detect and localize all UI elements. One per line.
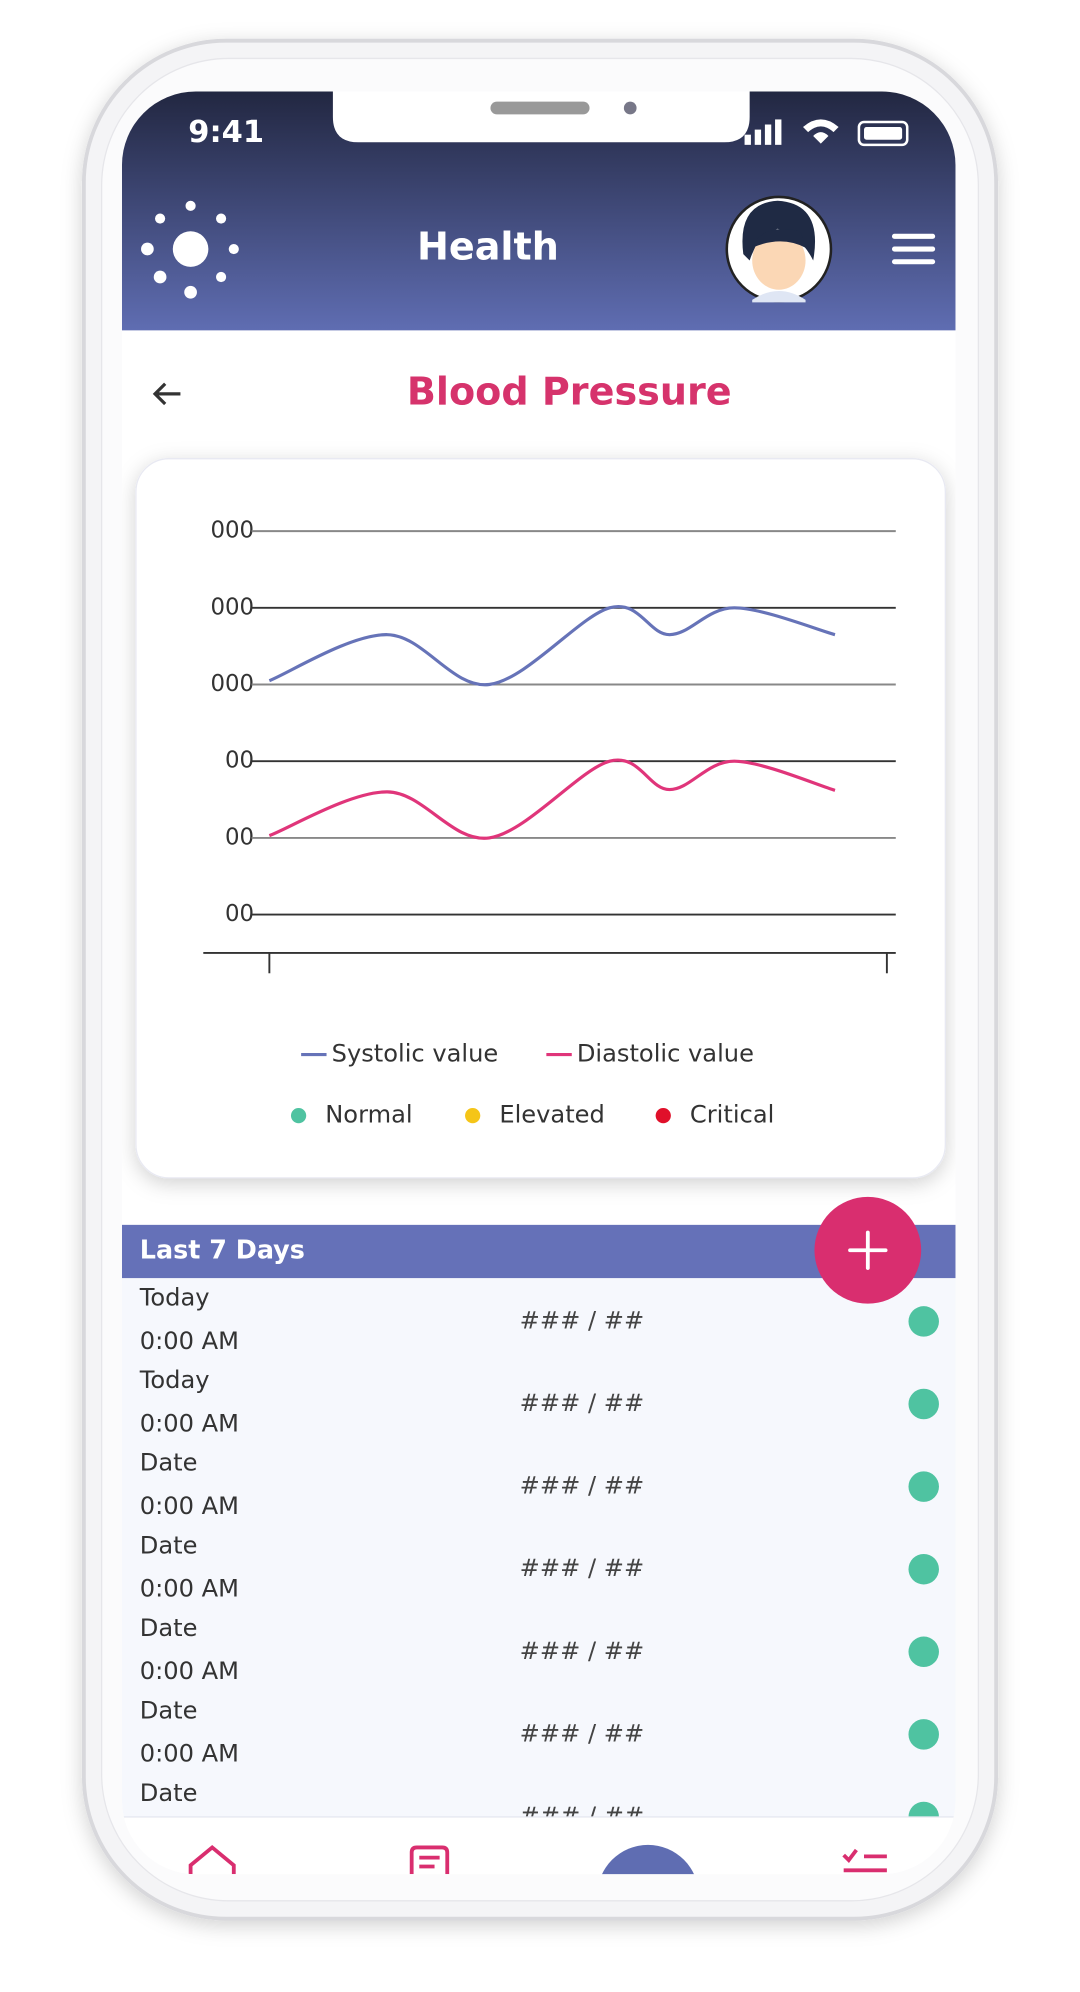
row-status <box>908 1719 939 1750</box>
status-dot <box>655 1107 671 1124</box>
notch <box>332 91 750 143</box>
page-title: Blood Pressure <box>407 369 732 413</box>
menu-icon[interactable] <box>891 233 936 265</box>
nav-home[interactable] <box>188 1844 236 1875</box>
clock: 9:41 <box>188 115 264 150</box>
status-label: Normal <box>325 1101 412 1129</box>
camera <box>623 101 637 115</box>
screen: 9:41 Health Blood Pressure <box>121 91 956 1947</box>
row-status <box>908 1471 939 1502</box>
row-reading: ### / ## <box>520 1554 645 1582</box>
row-time: 0:00 AM <box>140 1740 239 1768</box>
nav-center[interactable] <box>597 1844 699 1947</box>
row-date: Date <box>140 1531 198 1559</box>
list-bg <box>121 1278 956 1820</box>
row-time: 0:00 AM <box>140 1575 239 1603</box>
row-date: Today <box>139 1366 210 1394</box>
status-icons <box>744 119 909 147</box>
avatar[interactable] <box>725 195 833 303</box>
row-reading: ### / ## <box>520 1389 645 1417</box>
legend-label: Systolic value <box>332 1040 499 1068</box>
y-tick-label: 00 <box>225 824 254 850</box>
status-label: Critical <box>690 1101 774 1129</box>
y-tick-label: 000 <box>210 518 254 544</box>
series-line <box>268 758 836 840</box>
scene: 9:41 Health Blood Pressure <box>81 38 999 1947</box>
row-date: Date <box>140 1449 198 1477</box>
status-dot <box>465 1107 481 1124</box>
nav-notes[interactable] <box>409 1845 450 1875</box>
y-tick-label: 00 <box>225 748 254 774</box>
y-tick-label: 000 <box>210 671 254 697</box>
row-time: 0:00 AM <box>140 1409 239 1437</box>
row-date: Date <box>140 1696 198 1724</box>
row-date: Date <box>140 1779 198 1807</box>
row-status <box>908 1388 939 1420</box>
row-reading: ### / ## <box>520 1637 645 1665</box>
speaker <box>490 101 590 115</box>
app-logo[interactable] <box>141 200 239 299</box>
row-reading: ### / ## <box>520 1306 645 1334</box>
legend-label: Diastolic value <box>577 1040 754 1068</box>
y-tick-label: 000 <box>210 594 254 620</box>
series-line <box>268 604 836 687</box>
row-time: 0:00 AM <box>140 1657 239 1685</box>
row-time: 0:00 AM <box>140 1492 239 1520</box>
status-dot <box>290 1107 307 1124</box>
row-reading: ### / ## <box>520 1472 645 1500</box>
row-status <box>908 1306 939 1337</box>
row-status <box>908 1636 939 1668</box>
list-title: Last 7 Days <box>140 1235 305 1265</box>
row-date: Today <box>139 1284 210 1312</box>
list: Today 0:00 AM ### / ## Today 0:00 AM ### / ##… <box>139 1284 939 1830</box>
add-button[interactable] <box>814 1196 922 1304</box>
row-time: 0:00 AM <box>140 1327 239 1355</box>
row-status <box>908 1553 939 1585</box>
y-tick-label: 00 <box>225 901 254 927</box>
header-title: Health <box>417 225 559 269</box>
row-reading: ### / ## <box>520 1802 645 1830</box>
row-reading: ### / ## <box>520 1719 645 1747</box>
status-label: Elevated <box>499 1101 604 1129</box>
bottom-nav <box>121 1816 956 1875</box>
row-date: Date <box>140 1614 198 1642</box>
back-button[interactable] <box>152 382 181 406</box>
chart-card <box>135 458 946 1179</box>
nav-tasks[interactable] <box>842 1848 887 1873</box>
